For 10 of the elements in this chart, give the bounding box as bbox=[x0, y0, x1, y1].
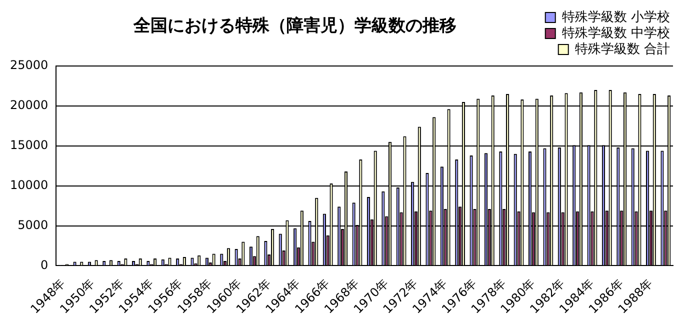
y-tick-label: 0 bbox=[40, 258, 48, 272]
chart-title: 全国における特殊（障害児）学級数の推移 bbox=[132, 15, 458, 37]
legend-label: 特殊学級数 中学校 bbox=[562, 26, 670, 41]
legend-label: 特殊学級数 合計 bbox=[574, 42, 670, 57]
y-tick-label: 15000 bbox=[10, 138, 48, 152]
y-tick-label: 25000 bbox=[10, 58, 48, 72]
y-tick-label: 5000 bbox=[18, 218, 48, 232]
legend-label: 特殊学級数 小学校 bbox=[562, 10, 670, 25]
y-tick-label: 10000 bbox=[10, 178, 48, 192]
y-tick-label: 20000 bbox=[10, 98, 48, 112]
